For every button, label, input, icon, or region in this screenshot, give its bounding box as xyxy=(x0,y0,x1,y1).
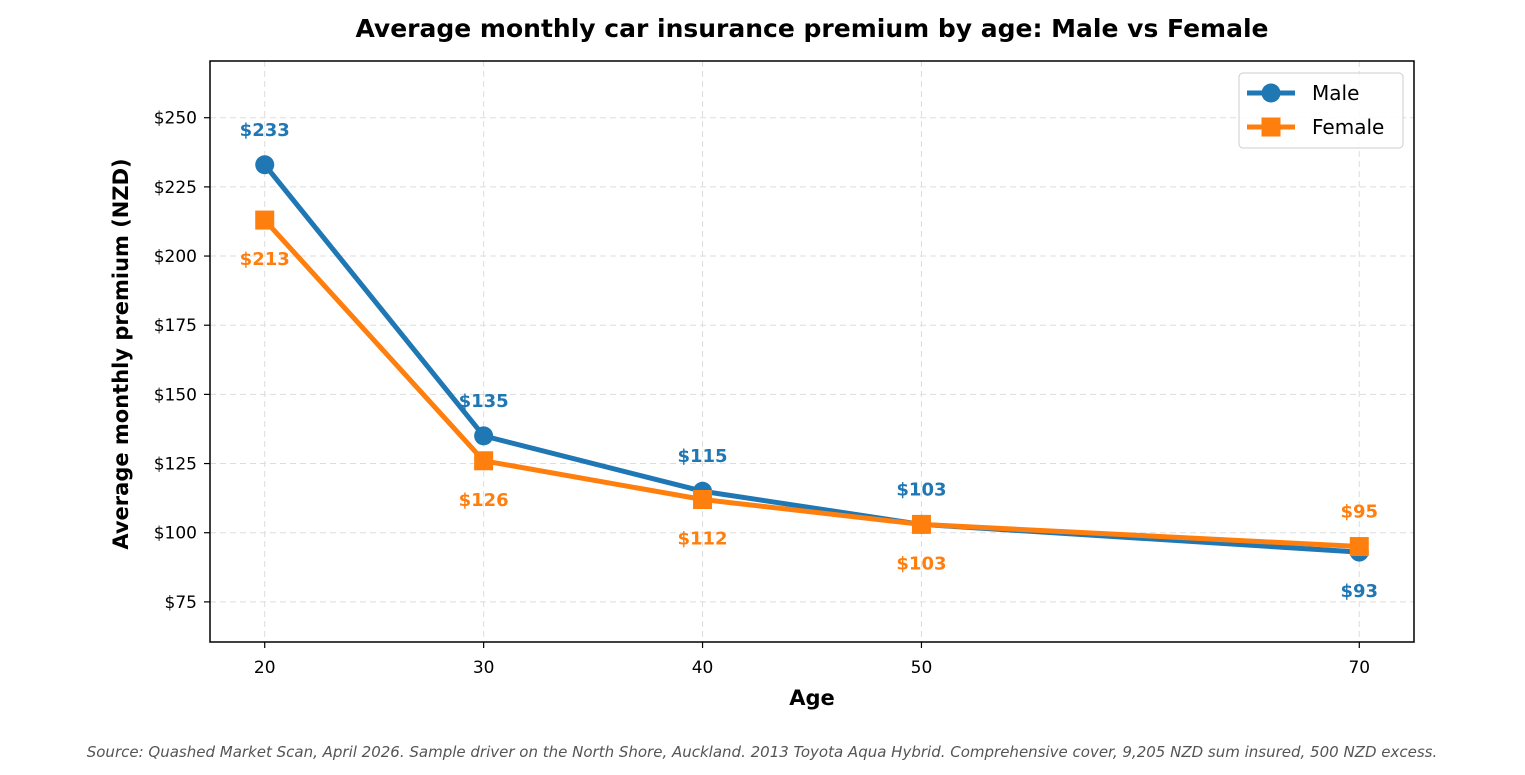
chart-title: Average monthly car insurance premium by… xyxy=(355,14,1268,43)
series-layer xyxy=(255,155,1369,562)
source-note: Source: Quashed Market Scan, April 2026.… xyxy=(87,743,1438,761)
x-tick-label: 40 xyxy=(692,658,714,678)
data-point-female xyxy=(255,210,275,230)
x-tick-label: 30 xyxy=(473,658,495,678)
data-label-male: $233 xyxy=(240,120,290,141)
data-label-male: $103 xyxy=(896,479,946,500)
y-tick-label: $200 xyxy=(154,247,197,267)
data-label-female: $112 xyxy=(677,529,727,550)
data-label-male: $115 xyxy=(677,446,727,467)
legend-marker-female xyxy=(1261,117,1281,137)
data-label-female: $95 xyxy=(1340,502,1378,523)
axis-ticks: 20 30 40 50 70 $75 $100 $125 $150 $175 $200 $225 $25… xyxy=(154,109,1370,678)
x-tick-label: 70 xyxy=(1348,658,1370,678)
legend-marker-male xyxy=(1261,83,1281,103)
y-tick-label: $150 xyxy=(154,385,197,405)
data-point-female xyxy=(1349,537,1369,557)
data-point-female xyxy=(474,451,494,471)
series-line-female xyxy=(262,217,1362,550)
data-label-female: $213 xyxy=(240,249,290,270)
data-point-male xyxy=(474,426,494,446)
grid xyxy=(210,61,1414,642)
x-axis-label: Age xyxy=(789,686,835,710)
y-tick-label: $75 xyxy=(165,593,197,613)
y-axis-label: Average monthly premium (NZD) xyxy=(109,158,133,549)
y-tick-label: $125 xyxy=(154,455,197,475)
y-tick-label: $175 xyxy=(154,316,197,336)
legend-label-female: Female xyxy=(1312,115,1384,139)
data-label-male: $135 xyxy=(459,391,509,412)
legend: Male Female xyxy=(1238,72,1404,149)
data-point-female xyxy=(693,490,713,510)
y-tick-label: $250 xyxy=(154,109,197,129)
data-labels: $233 $213 $135 $126 $115 $112 $103 $103 $93 $95 xyxy=(240,120,1378,602)
legend-label-male: Male xyxy=(1312,81,1359,105)
x-tick-label: 50 xyxy=(911,658,933,678)
y-tick-label: $100 xyxy=(154,524,197,544)
data-label-male: $93 xyxy=(1340,581,1378,602)
data-point-male xyxy=(255,155,275,175)
y-tick-label: $225 xyxy=(154,178,197,198)
data-label-female: $103 xyxy=(896,553,946,574)
plot-frame xyxy=(209,60,1415,643)
series-line-male xyxy=(262,162,1362,555)
x-tick-label: 20 xyxy=(254,658,276,678)
data-label-female: $126 xyxy=(459,490,509,511)
data-point-female xyxy=(911,514,931,534)
